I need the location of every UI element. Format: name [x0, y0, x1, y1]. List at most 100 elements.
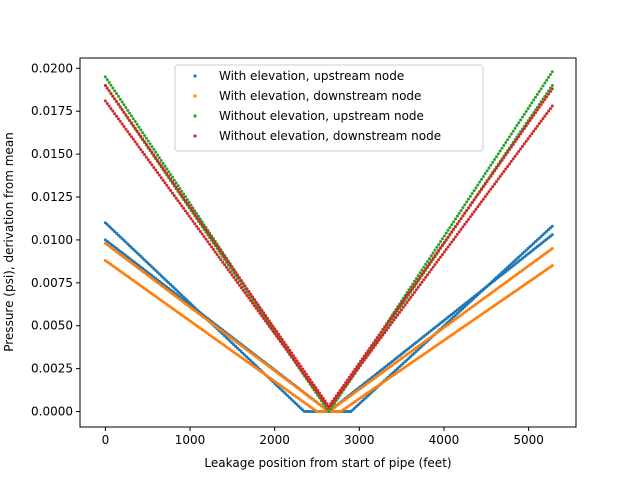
data-point	[375, 341, 379, 345]
data-point	[252, 297, 256, 301]
y-axis-label: Pressure (psi), derivation from mean	[2, 132, 16, 352]
data-point	[368, 346, 372, 350]
data-point	[398, 304, 402, 308]
data-point	[372, 341, 376, 345]
data-point	[513, 154, 517, 158]
data-point	[208, 242, 212, 246]
data-point	[506, 138, 510, 142]
data-point	[116, 233, 120, 237]
data-point	[161, 161, 165, 165]
data-point	[427, 270, 431, 274]
data-point	[198, 220, 202, 224]
data-point	[509, 145, 513, 149]
data-point	[515, 152, 519, 156]
data-point	[459, 227, 463, 231]
data-point	[429, 268, 433, 272]
data-point	[373, 338, 377, 342]
data-point	[118, 119, 122, 123]
data-point	[485, 192, 489, 196]
data-point	[532, 113, 536, 117]
data-point	[139, 254, 143, 258]
data-point	[411, 293, 415, 297]
data-point	[453, 235, 457, 239]
data-point	[165, 279, 169, 283]
data-point	[103, 221, 107, 225]
data-point	[282, 340, 286, 344]
data-point	[217, 255, 221, 259]
data-point	[472, 210, 476, 214]
data-point	[487, 177, 491, 181]
data-point	[185, 298, 189, 302]
data-point	[159, 176, 163, 180]
data-point	[128, 244, 132, 248]
data-point	[118, 105, 122, 109]
data-point	[440, 237, 444, 241]
data-point	[370, 348, 374, 352]
data-point	[413, 290, 416, 294]
y-tick-label: 0.0025	[31, 362, 73, 376]
data-point	[506, 164, 510, 168]
data-point	[254, 306, 258, 310]
data-point	[409, 295, 413, 299]
data-point	[109, 226, 113, 230]
data-point	[444, 238, 448, 242]
data-point	[122, 103, 126, 107]
data-point	[534, 127, 538, 131]
data-point	[139, 128, 143, 132]
data-point	[357, 362, 361, 366]
data-point	[200, 223, 204, 227]
legend-box	[174, 64, 484, 152]
data-point	[481, 185, 485, 189]
data-point	[550, 104, 554, 108]
data-point	[519, 132, 523, 136]
data-point	[139, 134, 143, 138]
data-point	[385, 328, 389, 332]
data-point	[426, 273, 430, 277]
data-point	[524, 109, 528, 113]
data-point	[530, 132, 534, 136]
data-point	[433, 254, 437, 258]
data-point	[383, 325, 387, 329]
data-point	[478, 180, 482, 184]
data-point	[504, 141, 508, 145]
data-point	[362, 354, 366, 358]
data-point	[439, 240, 443, 244]
data-point	[459, 217, 463, 221]
data-point	[137, 125, 141, 129]
data-point	[143, 133, 146, 137]
data-point	[219, 258, 223, 262]
data-point	[539, 87, 543, 91]
data-point	[468, 203, 472, 207]
data-point	[221, 260, 225, 264]
data-point	[530, 101, 534, 105]
data-point	[476, 193, 480, 197]
y-tick-label: 0.0100	[31, 233, 73, 247]
data-point	[372, 346, 376, 350]
data-point	[480, 200, 484, 204]
data-point	[170, 175, 174, 179]
legend-marker	[193, 94, 197, 98]
data-point	[314, 386, 318, 390]
data-point	[494, 166, 498, 170]
data-point	[109, 107, 113, 111]
data-point	[474, 195, 478, 199]
data-point	[392, 318, 396, 322]
data-point	[271, 329, 275, 333]
data-point	[111, 109, 115, 113]
data-point	[386, 326, 390, 330]
data-point	[236, 281, 240, 285]
data-point	[161, 178, 165, 182]
data-point	[301, 367, 305, 371]
data-point	[215, 253, 219, 257]
data-point	[496, 177, 500, 181]
plot-frame	[79, 57, 577, 428]
legend-marker	[193, 114, 197, 118]
data-point	[524, 124, 528, 128]
data-point	[481, 175, 485, 179]
data-point	[278, 335, 282, 339]
data-point	[115, 92, 119, 96]
data-point	[485, 180, 489, 183]
data-point	[550, 70, 554, 74]
data-point	[509, 159, 513, 163]
data-point	[103, 99, 107, 103]
